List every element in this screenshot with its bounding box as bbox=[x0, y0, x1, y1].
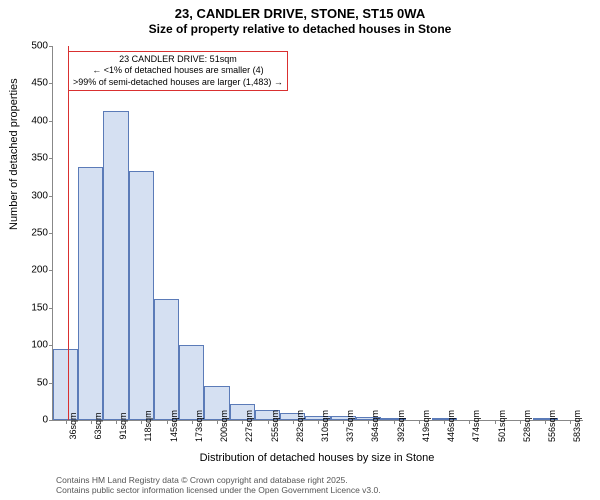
x-tick-label: 36sqm bbox=[68, 412, 78, 439]
x-tick-label: 118sqm bbox=[143, 410, 153, 441]
histogram-bar bbox=[154, 299, 179, 420]
x-tick-label: 282sqm bbox=[295, 410, 305, 442]
chart-container: 23, CANDLER DRIVE, STONE, ST15 0WA Size … bbox=[0, 0, 600, 500]
x-tick-label: 200sqm bbox=[219, 410, 229, 442]
x-axis-label: Distribution of detached houses by size … bbox=[52, 452, 582, 464]
y-axis-label: Number of detached properties bbox=[8, 78, 20, 230]
x-tick-label: 364sqm bbox=[370, 410, 380, 442]
callout-line-2: ← <1% of detached houses are smaller (4) bbox=[73, 65, 283, 76]
page-subtitle: Size of property relative to detached ho… bbox=[0, 22, 600, 36]
y-tick-label: 100 bbox=[31, 340, 48, 351]
y-tick-label: 500 bbox=[31, 41, 48, 52]
y-tick-label: 50 bbox=[37, 377, 48, 388]
x-tick-label: 63sqm bbox=[93, 412, 103, 439]
callout-line-3: >99% of semi-detached houses are larger … bbox=[73, 77, 283, 88]
x-tick-label: 227sqm bbox=[244, 410, 254, 442]
histogram-bar bbox=[103, 111, 128, 420]
attribution: Contains HM Land Registry data © Crown c… bbox=[56, 475, 381, 496]
x-tick-label: 583sqm bbox=[572, 410, 582, 442]
y-tick-label: 350 bbox=[31, 153, 48, 164]
x-tick-label: 145sqm bbox=[169, 410, 179, 442]
x-tick-label: 474sqm bbox=[471, 410, 481, 442]
y-tick-label: 450 bbox=[31, 78, 48, 89]
x-tick-label: 337sqm bbox=[345, 410, 355, 442]
histogram-bar bbox=[53, 349, 78, 420]
x-tick-label: 173sqm bbox=[194, 410, 204, 442]
y-tick-label: 0 bbox=[42, 415, 48, 426]
attribution-line-2: Contains public sector information licen… bbox=[56, 485, 381, 496]
title-block: 23, CANDLER DRIVE, STONE, ST15 0WA Size … bbox=[0, 0, 600, 36]
x-tick-label: 91sqm bbox=[118, 412, 128, 439]
attribution-line-1: Contains HM Land Registry data © Crown c… bbox=[56, 475, 381, 486]
histogram-bar bbox=[179, 345, 204, 420]
x-tick-label: 446sqm bbox=[446, 410, 456, 442]
page-title: 23, CANDLER DRIVE, STONE, ST15 0WA bbox=[0, 6, 600, 21]
x-tick-label: 255sqm bbox=[270, 410, 280, 442]
x-tick-label: 419sqm bbox=[421, 410, 431, 442]
x-tick-label: 310sqm bbox=[320, 410, 330, 442]
y-tick-label: 200 bbox=[31, 265, 48, 276]
histogram-bar bbox=[78, 167, 103, 420]
callout-box: 23 CANDLER DRIVE: 51sqm ← <1% of detache… bbox=[68, 51, 288, 91]
y-tick-label: 250 bbox=[31, 228, 48, 239]
x-tick-label: 528sqm bbox=[522, 410, 532, 442]
x-tick-label: 501sqm bbox=[497, 410, 507, 442]
y-tick-label: 400 bbox=[31, 115, 48, 126]
histogram-bar bbox=[129, 171, 154, 420]
callout-line-1: 23 CANDLER DRIVE: 51sqm bbox=[73, 54, 283, 65]
y-tick-label: 300 bbox=[31, 190, 48, 201]
chart-plot-area bbox=[52, 46, 583, 421]
x-tick-label: 556sqm bbox=[547, 410, 557, 442]
property-marker-line bbox=[68, 46, 69, 420]
y-tick-label: 150 bbox=[31, 302, 48, 313]
x-tick-label: 392sqm bbox=[396, 410, 406, 442]
